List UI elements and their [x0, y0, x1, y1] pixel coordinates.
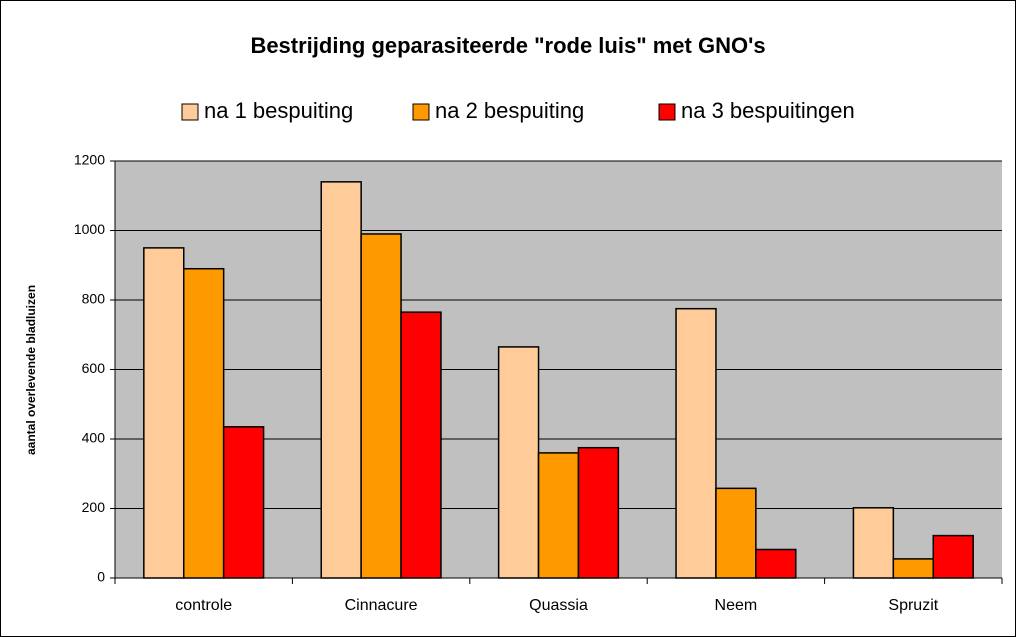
y-axis-label: aantal overlevende bladluizen: [24, 285, 38, 455]
x-tick-label: Spruzit: [888, 597, 938, 614]
y-tick-label: 200: [82, 499, 106, 515]
y-tick-label: 400: [82, 430, 106, 446]
y-tick-label: 800: [82, 291, 106, 307]
bar: [932, 534, 974, 579]
bar: [320, 181, 362, 579]
bar: [497, 346, 540, 579]
y-tick-label: 600: [82, 360, 106, 376]
legend-label: na 3 bespuitingen: [681, 98, 855, 123]
legend-swatch: [412, 103, 430, 121]
legend-swatch: [181, 103, 199, 121]
bar: [675, 307, 717, 579]
bar: [222, 426, 265, 579]
legend-swatch: [658, 103, 676, 121]
bar: [852, 507, 895, 579]
y-tick-label: 1200: [74, 152, 105, 168]
legend-label: na 2 bespuiting: [435, 98, 584, 123]
bar: [715, 487, 757, 579]
bar: [577, 446, 620, 579]
x-tick-label: controle: [175, 597, 232, 614]
bar: [755, 548, 797, 579]
bar: [360, 233, 402, 579]
x-tick-label: Neem: [715, 597, 758, 614]
y-tick-label: 1000: [74, 221, 105, 237]
bar: [182, 267, 225, 579]
bar: [400, 311, 442, 579]
bar: [537, 452, 580, 579]
x-tick-label: Quassia: [529, 597, 588, 614]
y-tick-label: 0: [97, 569, 105, 585]
bar: [892, 558, 935, 579]
x-tick-label: Cinnacure: [345, 597, 418, 614]
bar: [143, 247, 185, 579]
legend-label: na 1 bespuiting: [204, 98, 353, 123]
chart-title: Bestrijding geparasiteerde "rode luis" m…: [250, 33, 765, 58]
